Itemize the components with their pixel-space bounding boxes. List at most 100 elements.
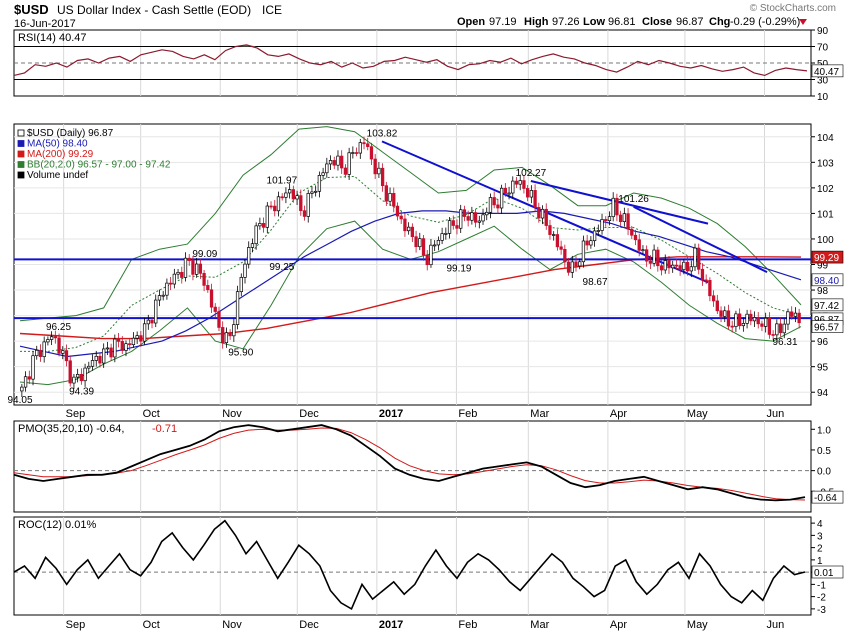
panel-frame	[13, 516, 812, 616]
candle-body	[592, 230, 597, 242]
candle-body	[645, 249, 649, 262]
candle-body	[537, 207, 541, 219]
x-axis-label-bottom: Dec	[299, 619, 319, 631]
candle-body	[544, 208, 548, 226]
candle-body	[224, 332, 229, 344]
candle-body	[466, 216, 470, 221]
price-value-label: 99.19	[446, 264, 471, 275]
legend-swatch	[17, 140, 25, 147]
candle-body	[94, 355, 98, 361]
last-value-label: 98.40	[814, 276, 839, 287]
price-value-label: 94.39	[69, 386, 94, 397]
candle-body	[444, 232, 448, 235]
candle-body	[157, 295, 162, 301]
high-label: High	[524, 16, 549, 28]
y-tick-label: 101	[817, 209, 834, 220]
candle-body	[403, 218, 407, 232]
candle-body	[295, 195, 299, 200]
candle-body	[284, 192, 288, 198]
y-tick-label: -1	[817, 580, 826, 591]
candle-body	[525, 188, 530, 198]
pmo-signal-legend: -0.71	[152, 423, 177, 435]
candle-body	[581, 240, 586, 263]
y-tick-label: 0.0	[817, 467, 831, 478]
price-legend-entry: Volume undef	[27, 170, 88, 181]
candle-body	[410, 226, 415, 238]
candle-body	[793, 312, 798, 317]
change-value: -0.29 (-0.29%)	[730, 16, 800, 28]
candle-body	[302, 210, 307, 217]
last-value-box	[811, 64, 844, 78]
candle-body	[280, 196, 284, 199]
x-axis-label-bottom: Apr	[610, 619, 627, 631]
candle-body	[217, 311, 221, 328]
trendline	[633, 205, 768, 274]
candle-body	[57, 337, 61, 354]
price-value-label: 99.09	[192, 249, 217, 260]
y-tick-label: 30	[817, 76, 829, 87]
candle-body	[165, 282, 169, 296]
candle-body	[585, 240, 589, 246]
candle-body	[615, 197, 619, 216]
candle-body	[373, 158, 377, 175]
candle-body	[462, 209, 467, 217]
candle-body	[325, 163, 329, 174]
candle-body	[697, 247, 701, 270]
pmo-legend: PMO(35,20,10) -0.64,	[18, 423, 124, 435]
candle-body	[626, 213, 630, 230]
candle-body	[161, 294, 165, 297]
candle-body	[202, 273, 206, 286]
y-tick-label: 99	[817, 261, 829, 272]
x-axis-label-bottom: Feb	[458, 619, 477, 631]
y-tick-label: 2	[817, 544, 823, 555]
candle-body	[503, 187, 507, 194]
candle-body	[366, 143, 370, 147]
last-value-box	[811, 320, 844, 333]
candle-body	[239, 277, 243, 293]
x-axis-label: Sep	[66, 408, 86, 420]
candle-body	[187, 257, 191, 261]
candle-body	[340, 155, 344, 169]
y-tick-label: -3	[817, 605, 826, 616]
candle-body	[38, 349, 43, 357]
y-tick-label: 50	[817, 59, 829, 70]
candle-body	[756, 317, 760, 325]
last-value-label: 96.57	[814, 323, 839, 334]
candle-body	[191, 260, 195, 275]
candle-body	[522, 180, 526, 189]
candle-body	[451, 220, 455, 226]
pmo-signal-line	[13, 427, 806, 501]
rsi-line	[13, 44, 808, 77]
candle-body	[27, 376, 31, 380]
candle-body	[291, 189, 296, 200]
candle-body	[488, 197, 493, 213]
x-axis-label-bottom: Oct	[143, 619, 160, 631]
candle-body	[131, 337, 136, 346]
y-tick-label: 90	[817, 26, 829, 37]
candle-body	[566, 261, 571, 273]
ma200-line	[19, 256, 802, 340]
candle-body	[518, 180, 522, 185]
open-label: Open	[457, 16, 485, 28]
x-axis-label-bottom: Sep	[66, 619, 86, 631]
candle-body	[150, 319, 154, 324]
price-legend-entry: MA(50) 98.40	[27, 139, 88, 150]
candle-body	[176, 271, 180, 275]
candle-body	[20, 386, 24, 392]
candle-body	[98, 355, 102, 364]
x-axis-label: Apr	[610, 408, 627, 420]
last-value-box	[811, 250, 844, 264]
candle-body	[314, 190, 318, 193]
x-axis-label: May	[687, 408, 708, 420]
candle-body	[440, 233, 444, 241]
candle-body	[418, 238, 422, 248]
price-value-label: 94.05	[7, 395, 32, 406]
candle-body	[659, 265, 664, 271]
candle-body	[555, 234, 560, 248]
price-value-label: 101.26	[618, 194, 649, 205]
y-tick-label: 96	[817, 337, 829, 348]
legend-swatch	[17, 161, 25, 168]
candle-body	[704, 279, 708, 282]
chart-date: 16-Jun-2017	[14, 18, 76, 30]
